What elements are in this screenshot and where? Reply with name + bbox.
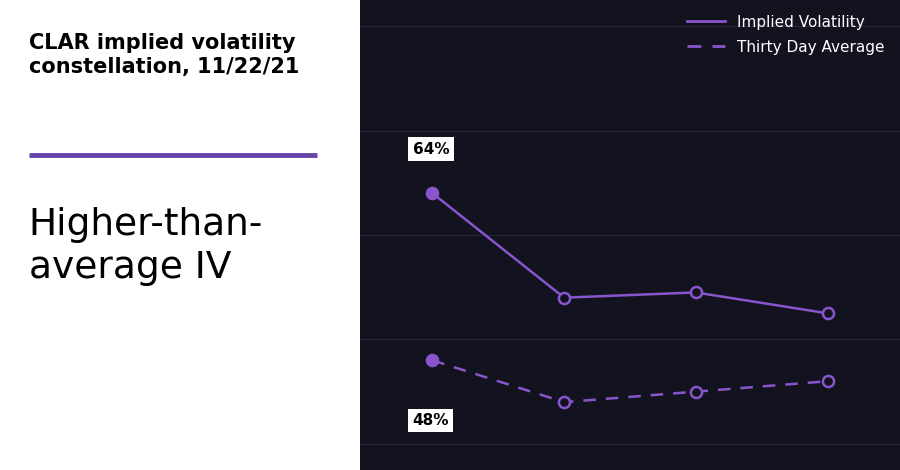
Text: CLAR implied volatility
constellation, 11/22/21: CLAR implied volatility constellation, 1… (29, 33, 299, 77)
Text: 48%: 48% (413, 413, 449, 428)
Text: Higher-than-
average IV: Higher-than- average IV (29, 207, 263, 286)
Text: 64%: 64% (413, 141, 449, 157)
Legend: Implied Volatility, Thirty Day Average: Implied Volatility, Thirty Day Average (680, 8, 893, 62)
